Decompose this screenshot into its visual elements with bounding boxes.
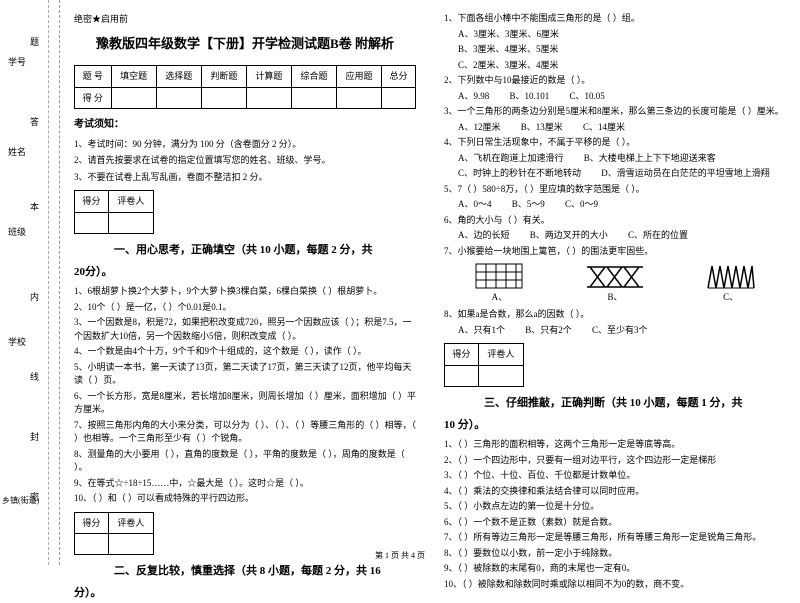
cq-3opts: A、12厘米 B、13厘米 C、14厘米 (444, 121, 786, 135)
page-footer: 第 1 页 共 4 页 (0, 550, 800, 561)
cq-3: 3、一个三角形的两条边分别是5厘米和8厘米，那么第三条边的长度可能是（ ）厘米。 (444, 105, 786, 119)
content-area: 绝密★启用前 豫教版四年级数学【下册】开学检测试题B卷 附解析 题 号 填空题 … (60, 0, 800, 565)
th-1: 填空题 (111, 66, 156, 87)
score-table: 题 号 填空题 选择题 判断题 计算题 综合题 应用题 总分 得 分 (74, 65, 416, 109)
cq-8opts: A、只有1个 B、只有2个 C、至少有3个 (444, 324, 786, 338)
jq-7: 7、（ ）所有等边三角形一定是等腰三角形，所有等腰三角形一定是锐角三角形。 (444, 531, 786, 545)
fq-6: 6、一个长方形，宽是8厘米，若长增加8厘米，则周长增加（ ）厘米，面积增加（ ）… (74, 390, 416, 417)
pattern-a: A、 (474, 262, 524, 304)
notice-title: 考试须知： (74, 117, 416, 133)
cq-6: 6、角的大小与（ ）有关。 (444, 214, 786, 228)
cross-icon (585, 262, 645, 290)
jq-4: 4、（ ）乘法的交换律和乘法结合律可以同时应用。 (444, 485, 786, 499)
section-3-cont: 10 分）。 (444, 417, 786, 435)
right-column: 1、下面各组小棒中不能围成三角形的是（ ）组。 A、3厘米、3厘米、6厘米 B、… (430, 0, 800, 565)
label-xuehao: 学号 (8, 55, 26, 68)
fq-5: 5、小明读一本书，第一天读了13页，第二天读了17页，第三天读了12页，他平均每… (74, 361, 416, 388)
jq-10: 10、（ ）被除数和除数同时乘或除以相同不为0的数，商不变。 (444, 578, 786, 592)
jq-2: 2、（ ）一个四边形中，只要有一组对边平行，这个四边形一定是梯形 (444, 454, 786, 468)
th-6: 应用题 (337, 66, 382, 87)
mark-2: 答 (30, 115, 39, 128)
cq-4a: A、飞机在跑道上加速滑行 B、大楼电梯上上下下地迎送来客 (444, 152, 786, 166)
th-5: 综合题 (291, 66, 336, 87)
fq-3: 3、一个因数是8，积是72，如果把积改变成720，照另一个因数应该（ ）；积是7… (74, 316, 416, 343)
notice-2: 2、请首先按要求在试卷的指定位置填写您的姓名、班级、学号。 (74, 153, 416, 167)
cq-1b: B、3厘米、4厘米、5厘米 (444, 43, 786, 57)
cq-4b: C、时钟上的秒针在不断地转动 D、滑雪运动员在白茫茫的平坦雪地上滑翔 (444, 167, 786, 181)
cq-5opts: A、0～4 B、5～9 C、0～9 (444, 198, 786, 212)
row-label: 得 分 (75, 87, 112, 108)
cq-1a: A、3厘米、3厘米、6厘米 (444, 28, 786, 42)
label-class: 班级 (8, 225, 26, 238)
table-row: 得 分 (75, 87, 416, 108)
mark-5: 线 (30, 370, 39, 383)
fq-7: 7、按照三角形内角的大小来分类，可以分为（ ）、（ ）、（ ）等腰三角形的（ ）… (74, 419, 416, 446)
jq-1: 1、（ ）三角形的面积相等，这两个三角形一定是等底等高。 (444, 438, 786, 452)
dash-line (48, 0, 49, 565)
jq-9: 9、（ ）被除数的末尾有0，商的末尾也一定有0。 (444, 562, 786, 576)
jq-5: 5、（ ）小数点左边的第一位是十分位。 (444, 500, 786, 514)
section-2-title: 二、反复比较，慎重选择（共 8 小题，每题 2 分，共 16 (114, 565, 381, 577)
cq-2opts: A、9.98 B、10.101 C、10.05 (444, 90, 786, 104)
label-town: 乡镇(街道) (2, 495, 39, 506)
cq-1c: C、2厘米、3厘米、4厘米 (444, 59, 786, 73)
pattern-row: A、 B、 (444, 262, 786, 304)
mini-score-3: 得分评卷人 (444, 343, 524, 387)
fq-10: 10、（ ）和（ ）可以看成特殊的平行四边形。 (74, 492, 416, 506)
mark-4: 内 (30, 290, 39, 303)
left-column: 绝密★启用前 豫教版四年级数学【下册】开学检测试题B卷 附解析 题 号 填空题 … (60, 0, 430, 565)
fq-1: 1、6根胡萝卜换2个大萝卜，9个大萝卜换3棵白菜，6棵白菜换（ ）根胡萝卜。 (74, 285, 416, 299)
mark-3: 本 (30, 200, 39, 213)
cq-1: 1、下面各组小棒中不能围成三角形的是（ ）组。 (444, 12, 786, 26)
secret-line: 绝密★启用前 (74, 12, 416, 26)
cq-5: 5、7（ ）580÷8万，（ ）里应填的数字范围是（ ）。 (444, 183, 786, 197)
cq-4: 4、下列日常生活现象中，不属于平移的是（ ）。 (444, 136, 786, 150)
label-school: 学校 (8, 335, 26, 348)
cq-8: 8、如果a是合数，那么a的因数（ ）。 (444, 308, 786, 322)
th-0: 题 号 (75, 66, 112, 87)
zigzag-icon (706, 262, 756, 290)
mini-score-2: 得分评卷人 (74, 512, 154, 556)
section-1-title: 一、用心思考，正确填空（共 10 小题，每题 2 分，共 (114, 244, 373, 256)
fq-2: 2、10个（ ）是一亿，（ ）个0.01是0.1。 (74, 301, 416, 315)
table-row: 题 号 填空题 选择题 判断题 计算题 综合题 应用题 总分 (75, 66, 416, 87)
th-4: 计算题 (246, 66, 291, 87)
mark-6: 封 (30, 430, 39, 443)
mini-score-1: 得分评卷人 (74, 190, 154, 234)
cq-6opts: A、边的长短 B、两边叉开的大小 C、所在的位置 (444, 229, 786, 243)
label-name: 姓名 (8, 145, 26, 158)
fq-4: 4、一个数是由4个十万，9个千和9个十组成的，这个数是（ ），读作（ ）。 (74, 345, 416, 359)
cq-7: 7、小猴要给一块地围上篱笆，（ ）的围法更牢固些。 (444, 245, 786, 259)
pattern-c: C、 (706, 262, 756, 304)
pattern-b: B、 (585, 262, 645, 304)
cq-2: 2、下列数中与10最接近的数是（ ）。 (444, 74, 786, 88)
jq-3: 3、（ ）个位、十位、百位、千位都是计数单位。 (444, 469, 786, 483)
th-3: 判断题 (201, 66, 246, 87)
mark-1: 题 (30, 35, 39, 48)
binding-sidebar: 题 学号 答 姓名 本 班级 内 学校 线 封 密 乡镇(街道) (0, 0, 60, 565)
exam-title: 豫教版四年级数学【下册】开学检测试题B卷 附解析 (74, 34, 416, 55)
notice-3: 3、不要在试卷上乱写乱画，卷面不整洁扣 2 分。 (74, 170, 416, 184)
th-2: 选择题 (156, 66, 201, 87)
jq-6: 6、（ ）一个数不是正数（素数）就是合数。 (444, 516, 786, 530)
fq-8: 8、测量角的大小要用（ ），直角的度数是（ ），平角的度数是（ ），周角的度数是… (74, 448, 416, 475)
notice-1: 1、考试时间：90 分钟，满分为 100 分（含卷面分 2 分）。 (74, 137, 416, 151)
section-1-cont: 20分）。 (74, 264, 416, 282)
grid-icon (474, 262, 524, 290)
section-2-cont: 分）。 (74, 585, 416, 603)
section-3-title: 三、仔细推敲，正确判断（共 10 小题，每题 1 分，共 (484, 397, 743, 409)
th-7: 总分 (382, 66, 416, 87)
fq-9: 9、在等式☆÷18÷15……中，☆最大是（ ）。这时☆是（ ）。 (74, 477, 416, 491)
